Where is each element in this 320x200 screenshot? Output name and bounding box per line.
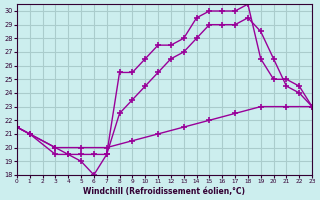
X-axis label: Windchill (Refroidissement éolien,°C): Windchill (Refroidissement éolien,°C): [84, 187, 245, 196]
